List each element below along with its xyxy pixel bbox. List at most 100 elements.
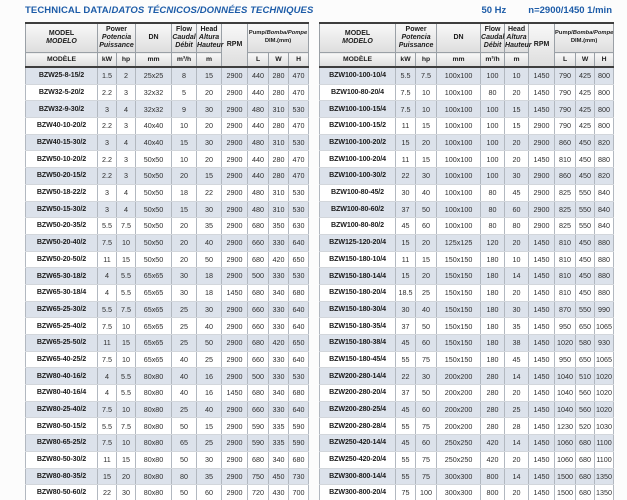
value-cell: 480: [247, 134, 270, 152]
value-cell: 22: [395, 367, 417, 386]
value-cell: 10: [415, 100, 438, 119]
value-cell: 310: [268, 184, 290, 202]
model-cell: BZW150-180-20/4: [319, 284, 397, 302]
value-cell: 100x100: [436, 217, 482, 235]
value-cell: 14: [504, 367, 530, 386]
value-cell: 425: [575, 100, 596, 119]
value-cell: 590: [247, 434, 270, 452]
value-cell: 820: [594, 134, 615, 152]
value-cell: 15: [196, 417, 223, 436]
col-header-dim: Pump/Bomba/Pompe DIM.(mm): [247, 22, 310, 53]
value-cell: 75: [415, 451, 438, 469]
value-cell: 810: [554, 267, 577, 285]
value-cell: 15: [115, 334, 137, 352]
value-cell: 15: [171, 134, 198, 152]
value-cell: 510: [575, 367, 596, 386]
value-cell: 20: [196, 150, 223, 169]
value-cell: 15: [196, 167, 223, 185]
value-cell: 10: [171, 117, 198, 135]
value-cell: 180: [480, 251, 506, 269]
value-cell: 840: [594, 201, 615, 219]
table-row: BZW150-180-14/4 15 20 150x150 180 14 1450 810 45…: [319, 267, 615, 285]
value-cell: 20: [504, 234, 530, 252]
model-cell: BZW200-280-20/4: [319, 384, 397, 402]
value-cell: 25: [196, 434, 223, 452]
value-cell: 18.5: [395, 284, 417, 302]
value-cell: 50x50: [135, 150, 173, 169]
value-cell: 1500: [554, 484, 577, 500]
value-cell: 40: [415, 301, 438, 319]
model-cell: BZW25-8-15/2: [25, 67, 98, 85]
value-cell: 100: [480, 117, 506, 135]
value-cell: 15: [504, 100, 530, 119]
value-cell: 200x200: [436, 384, 482, 402]
value-cell: 3: [115, 167, 137, 185]
value-cell: 280: [268, 167, 290, 185]
value-cell: 440: [247, 150, 270, 169]
value-cell: 7.5: [97, 317, 117, 335]
value-cell: 2900: [221, 201, 249, 219]
value-cell: 250x250: [436, 451, 482, 469]
col-header-model: MODEL MODELO: [319, 22, 397, 53]
model-cell: BZW100-80-80/2: [319, 217, 397, 235]
table-row: BZW50-20-40/2 7.5 10 50x50 20 40 2900 660 330 640: [25, 234, 310, 252]
value-cell: 14: [504, 468, 530, 486]
value-cell: 100: [480, 100, 506, 119]
value-cell: 22: [395, 167, 417, 185]
value-cell: 60: [415, 217, 438, 235]
value-cell: 22: [196, 184, 223, 202]
value-cell: 35: [196, 217, 223, 235]
value-cell: 680: [288, 451, 310, 469]
value-cell: 11: [395, 117, 417, 135]
value-cell: 80x80: [135, 468, 173, 486]
value-cell: 50: [415, 384, 438, 402]
table-row: BZW80-65-25/2 7.5 10 80x80 65 25 2900 590 335 590: [25, 434, 310, 452]
value-cell: 1450: [528, 451, 556, 469]
unit-kw: kW: [97, 52, 117, 68]
value-cell: 40: [171, 351, 198, 369]
value-cell: 530: [288, 267, 310, 285]
value-cell: 150x150: [436, 284, 482, 302]
col-header-dim: Pump/Bomba/Pompe DIM.(mm): [554, 22, 615, 53]
value-cell: 810: [554, 284, 577, 302]
value-cell: 4: [115, 184, 137, 202]
value-cell: 55: [395, 351, 417, 369]
table-row: BZW150-180-45/4 55 75 150x150 180 45 1450 950 65…: [319, 351, 615, 369]
value-cell: 180: [480, 351, 506, 369]
value-cell: 10: [171, 150, 198, 169]
value-cell: 100: [480, 67, 506, 85]
value-cell: 65x65: [135, 284, 173, 302]
model-cell: BZW100-100-15/4: [319, 100, 397, 119]
model-cell: BZW65-30-18/2: [25, 267, 98, 285]
col-header-modele: MODÈLE: [319, 52, 397, 68]
top-bar: TECHNICAL DATA/DATOS TÉCNICOS/DONNÉES TE…: [25, 5, 612, 22]
value-cell: 5.5: [97, 217, 117, 235]
value-cell: 2900: [221, 217, 249, 235]
value-cell: 530: [288, 100, 310, 119]
value-cell: 680: [288, 384, 310, 402]
value-cell: 440: [247, 117, 270, 135]
value-cell: 310: [268, 100, 290, 119]
value-cell: 810: [554, 251, 577, 269]
value-cell: 800: [594, 67, 615, 85]
table-row: BZW80-50-15/2 5.5 7.5 80x80 50 15 2900 590 335 59…: [25, 417, 310, 436]
model-cell: BZW100-80-45/2: [319, 184, 397, 202]
value-cell: 840: [594, 184, 615, 202]
value-cell: 4: [97, 367, 117, 386]
table-row: BZW300-800-20/4 75 100 300x300 800 20 1450 1500…: [319, 484, 615, 500]
value-cell: 1450: [528, 150, 556, 169]
value-cell: 80x80: [135, 484, 173, 500]
value-cell: 100x100: [436, 84, 482, 102]
value-cell: 1450: [528, 417, 556, 436]
value-cell: 30: [171, 284, 198, 302]
table-row: BZW150-180-38/4 45 60 150x150 180 38 1450 1020 5…: [319, 334, 615, 352]
value-cell: 2900: [528, 134, 556, 152]
col-header-flow: Flow Caudal Débit: [480, 22, 506, 53]
model-cell: BZW125-120-20/4: [319, 234, 397, 252]
value-cell: 50x50: [135, 184, 173, 202]
col-header-model: MODEL MODELO: [25, 22, 98, 53]
value-cell: 20: [504, 134, 530, 152]
value-cell: 75: [415, 468, 438, 486]
value-cell: 150x150: [436, 301, 482, 319]
